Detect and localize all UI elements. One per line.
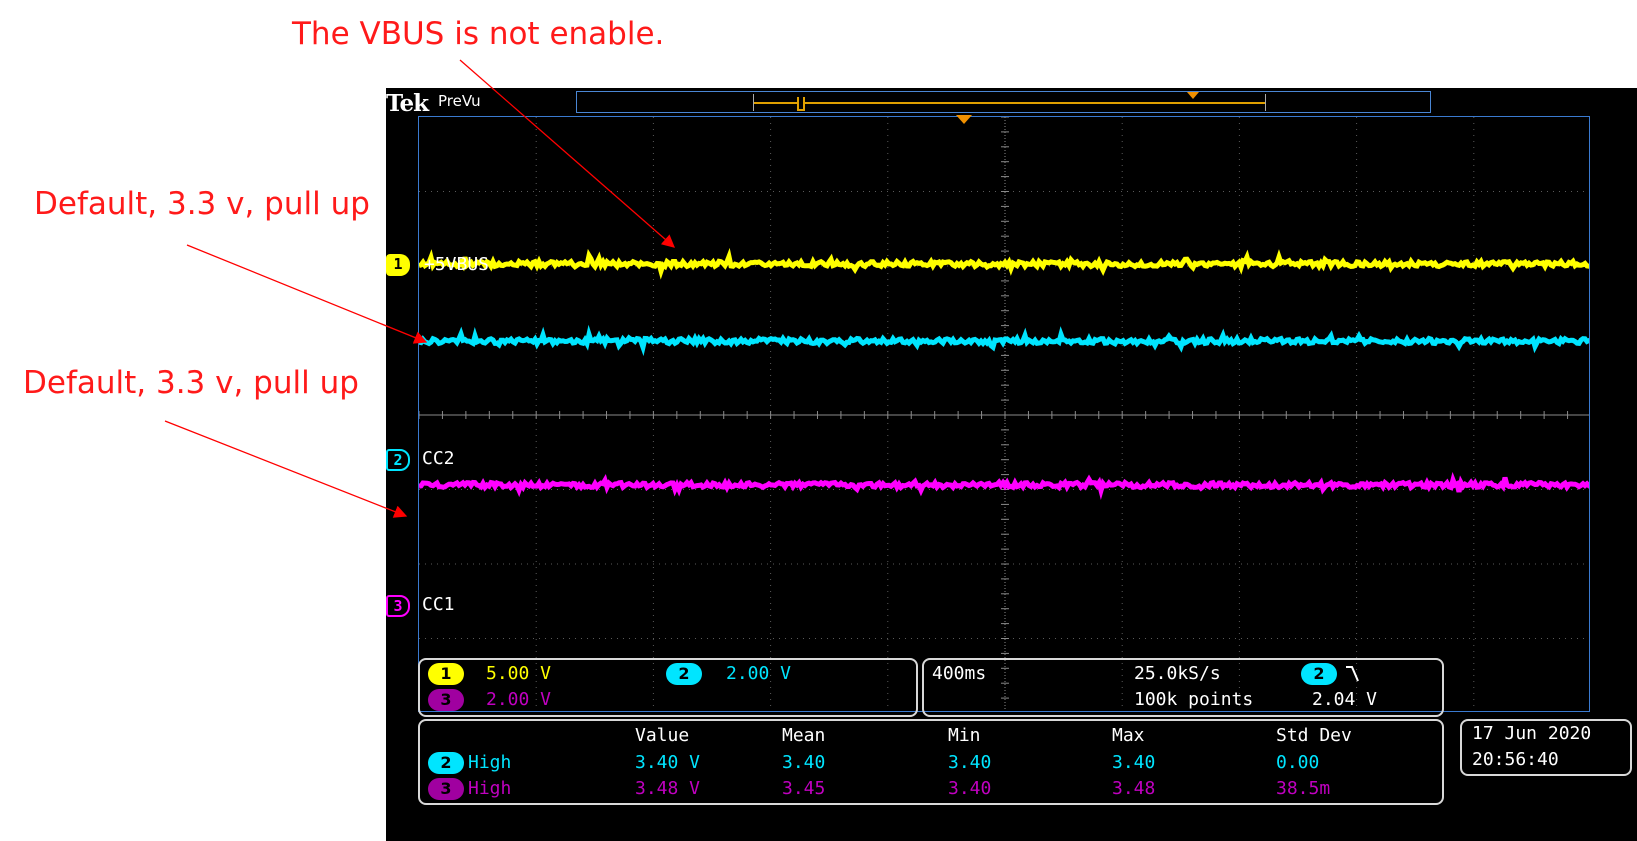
arrow-cc2 — [187, 245, 426, 342]
arrow-cc1 — [165, 421, 406, 516]
arrow-vbus — [460, 60, 674, 247]
